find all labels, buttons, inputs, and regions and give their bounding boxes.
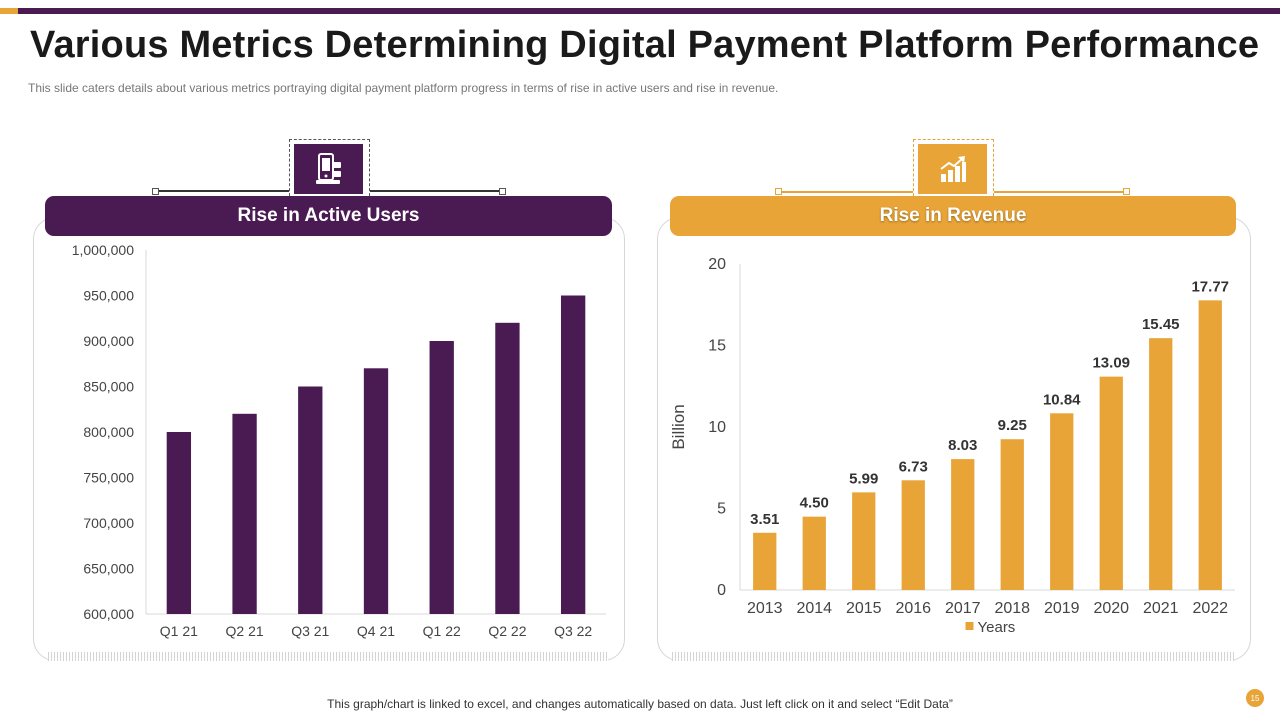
x-tick-label: 2013 bbox=[747, 600, 783, 617]
x-tick-label: 2019 bbox=[1044, 600, 1080, 617]
bar-2013 bbox=[753, 532, 777, 590]
bar-2014 bbox=[802, 516, 826, 590]
data-label: 6.73 bbox=[899, 458, 928, 475]
active-users-icon-box bbox=[294, 144, 363, 194]
bar-2016 bbox=[901, 480, 925, 590]
x-tick-label: 2020 bbox=[1093, 600, 1129, 617]
y-tick-label: 10 bbox=[708, 419, 726, 436]
x-tick-label: Q4 21 bbox=[357, 623, 395, 639]
data-label: 15.45 bbox=[1142, 316, 1180, 333]
x-tick-label: Q3 22 bbox=[554, 623, 592, 639]
y-tick-label: 1,000,000 bbox=[72, 242, 134, 258]
data-label: 5.99 bbox=[849, 470, 878, 487]
x-tick-label: Q2 21 bbox=[226, 623, 264, 639]
bar-2019 bbox=[1050, 413, 1074, 590]
legend-label: Years bbox=[978, 619, 1016, 636]
connector-node-left bbox=[152, 188, 159, 195]
mobile-payment-icon bbox=[315, 153, 341, 184]
legend-swatch bbox=[965, 622, 974, 630]
connector-node-right bbox=[499, 188, 506, 195]
footer-note: This graph/chart is linked to excel, and… bbox=[327, 697, 953, 711]
bar-q4-21 bbox=[363, 368, 389, 614]
data-label: 3.51 bbox=[750, 511, 779, 528]
bar-2015 bbox=[852, 492, 876, 590]
x-tick-label: 2014 bbox=[796, 600, 832, 617]
y-tick-label: 650,000 bbox=[83, 561, 134, 577]
x-tick-label: 2021 bbox=[1143, 600, 1179, 617]
y-tick-label: 15 bbox=[708, 338, 726, 355]
bar-2020 bbox=[1099, 376, 1123, 590]
bar-2022 bbox=[1198, 300, 1222, 590]
bar-q3-22 bbox=[560, 295, 586, 614]
y-axis-title: Billion bbox=[669, 404, 688, 449]
data-label: 4.50 bbox=[800, 495, 829, 512]
y-tick-label: 850,000 bbox=[83, 379, 134, 395]
revenue-card-shadow bbox=[672, 652, 1234, 661]
x-tick-label: 2015 bbox=[846, 600, 882, 617]
active-users-card bbox=[33, 217, 625, 661]
bar-q2-22 bbox=[495, 322, 520, 614]
bar-q3-21 bbox=[298, 386, 323, 614]
bar-q1-21 bbox=[166, 432, 192, 614]
x-tick-label: Q3 21 bbox=[291, 623, 329, 639]
top-accent-bar bbox=[0, 8, 1280, 14]
x-tick-label: 2017 bbox=[945, 600, 981, 617]
data-label: 13.09 bbox=[1092, 355, 1130, 372]
x-tick-label: 2022 bbox=[1192, 600, 1228, 617]
bar-q2-21 bbox=[232, 413, 257, 614]
y-tick-label: 20 bbox=[708, 256, 726, 273]
revenue-connector-node-left bbox=[775, 188, 782, 195]
y-tick-label: 950,000 bbox=[83, 288, 134, 304]
x-tick-label: 2016 bbox=[895, 600, 931, 617]
y-tick-label: 900,000 bbox=[83, 333, 134, 349]
bar-2021 bbox=[1149, 338, 1173, 590]
bar-2017 bbox=[951, 459, 975, 590]
active-users-card-shadow bbox=[48, 652, 608, 661]
data-label: 9.25 bbox=[998, 417, 1027, 434]
growth-chart-icon bbox=[939, 156, 966, 182]
page-title: Various Metrics Determining Digital Paym… bbox=[30, 24, 1260, 66]
revenue-icon-box bbox=[918, 144, 987, 194]
revenue-banner: Rise in Revenue bbox=[670, 196, 1236, 236]
data-label: 8.03 bbox=[948, 437, 977, 454]
bar-q1-22 bbox=[429, 341, 454, 614]
page-number: 15 bbox=[1246, 689, 1264, 707]
revenue-connector-node-right bbox=[1123, 188, 1130, 195]
x-tick-label: Q1 22 bbox=[423, 623, 461, 639]
x-tick-label: 2018 bbox=[994, 600, 1030, 617]
y-tick-label: 700,000 bbox=[83, 515, 134, 531]
y-tick-label: 750,000 bbox=[83, 470, 134, 486]
revenue-banner-label: Rise in Revenue bbox=[879, 205, 1027, 226]
active-users-banner: Rise in Active Users bbox=[45, 196, 612, 236]
active-users-banner-label: Rise in Active Users bbox=[237, 205, 420, 226]
revenue-chart: 0 5 10 15 20 2013 3.51 2014 4.50 2015 5.99 2016 6.73… bbox=[669, 256, 1235, 636]
x-tick-label: Q2 22 bbox=[488, 623, 526, 639]
data-label: 17.77 bbox=[1191, 278, 1229, 295]
top-accent-mark bbox=[0, 8, 18, 14]
bar-2018 bbox=[1000, 439, 1024, 590]
y-tick-label: 5 bbox=[717, 501, 726, 518]
y-tick-label: 600,000 bbox=[83, 606, 134, 622]
x-tick-label: Q1 21 bbox=[160, 623, 198, 639]
y-tick-label: 0 bbox=[717, 582, 726, 599]
page-subtitle: This slide caters details about various … bbox=[28, 81, 779, 95]
y-tick-label: 800,000 bbox=[83, 424, 134, 440]
active-users-chart: 600,000 650,000 700,000 750,000 800,000 850,0… bbox=[72, 242, 606, 639]
data-label: 10.84 bbox=[1043, 391, 1081, 408]
